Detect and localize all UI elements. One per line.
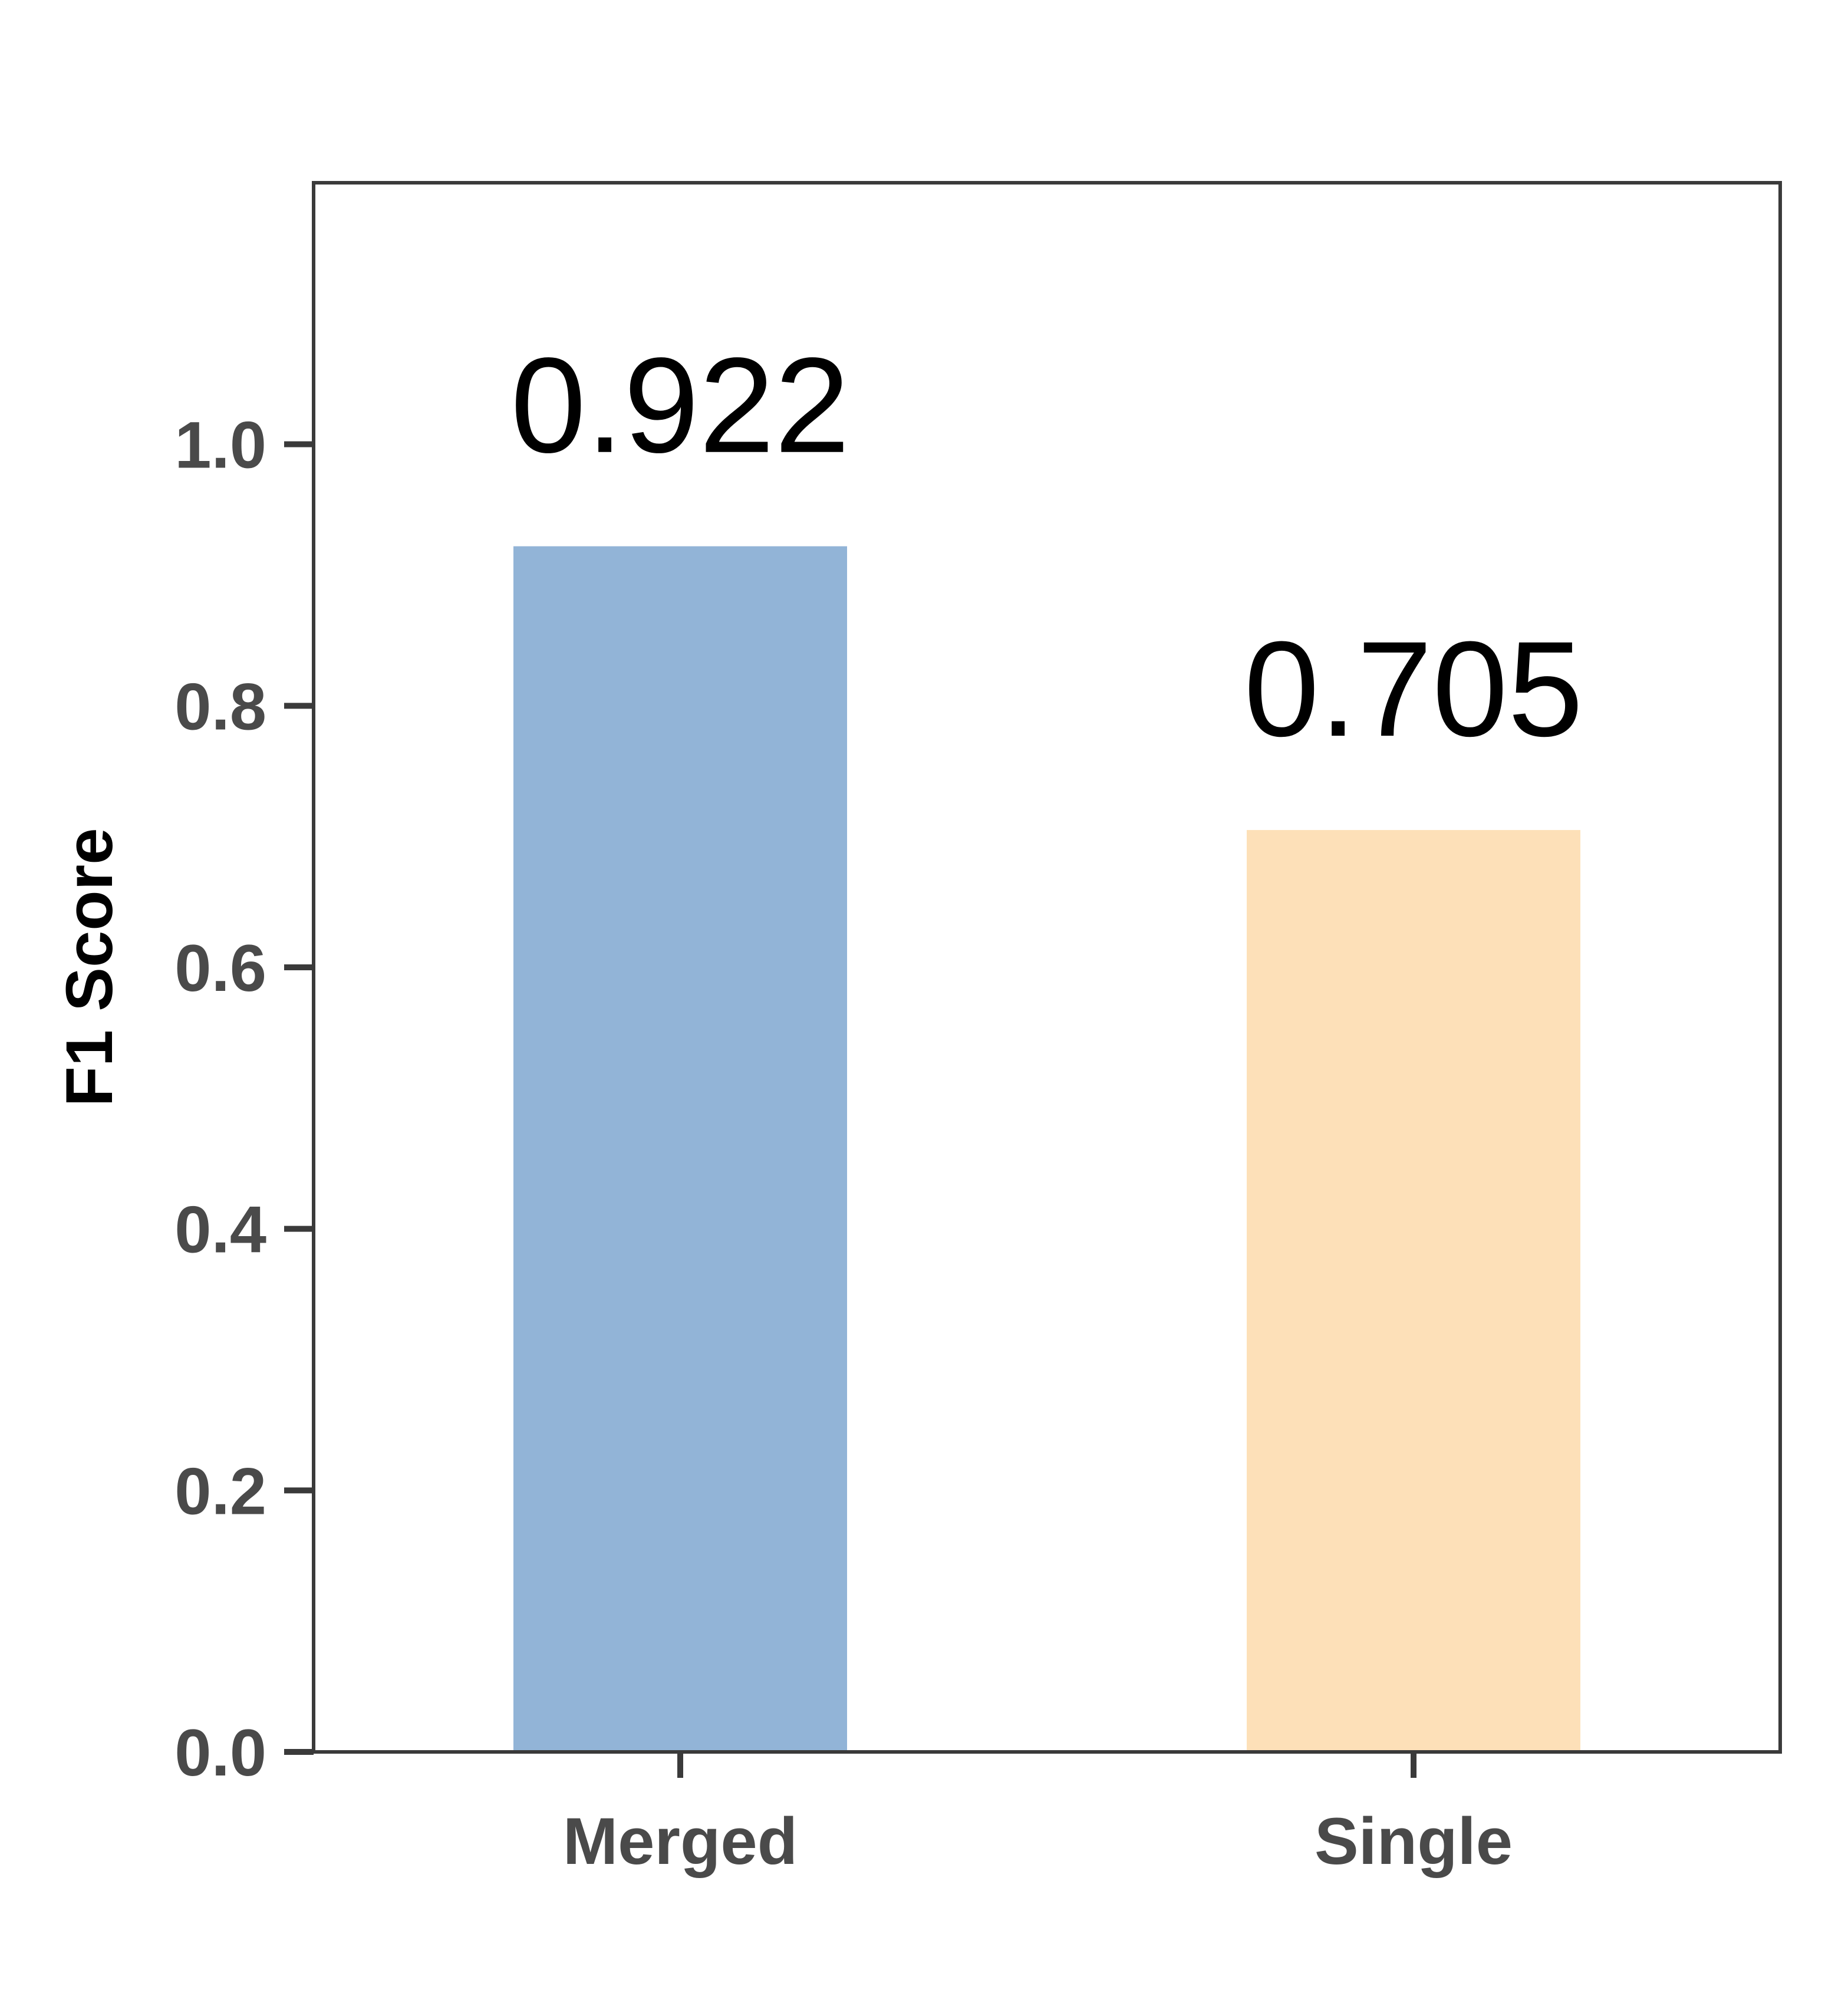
data-labels: 0.922 0.705 xyxy=(510,330,1583,765)
data-label: 0.922 xyxy=(510,330,850,481)
y-tick-label: 0.4 xyxy=(174,1193,266,1267)
data-label: 0.705 xyxy=(1244,613,1583,765)
bar-single xyxy=(1246,830,1581,1752)
x-axis: Merged Single xyxy=(563,1752,1513,1878)
y-tick-label: 0.0 xyxy=(174,1716,266,1790)
bar-merged xyxy=(513,546,848,1752)
x-tick-label: Single xyxy=(1315,1804,1513,1878)
x-tick-label: Merged xyxy=(563,1804,798,1878)
y-tick-label: 0.2 xyxy=(174,1454,266,1528)
y-tick-label: 1.0 xyxy=(174,409,266,482)
y-tick-label: 0.6 xyxy=(174,931,266,1005)
y-axis: 0.0 0.2 0.4 0.6 0.8 1.0 xyxy=(174,409,314,1790)
y-axis-title: F1 Score xyxy=(52,828,126,1106)
y-tick-label: 0.8 xyxy=(174,670,266,743)
bars xyxy=(513,546,1581,1752)
